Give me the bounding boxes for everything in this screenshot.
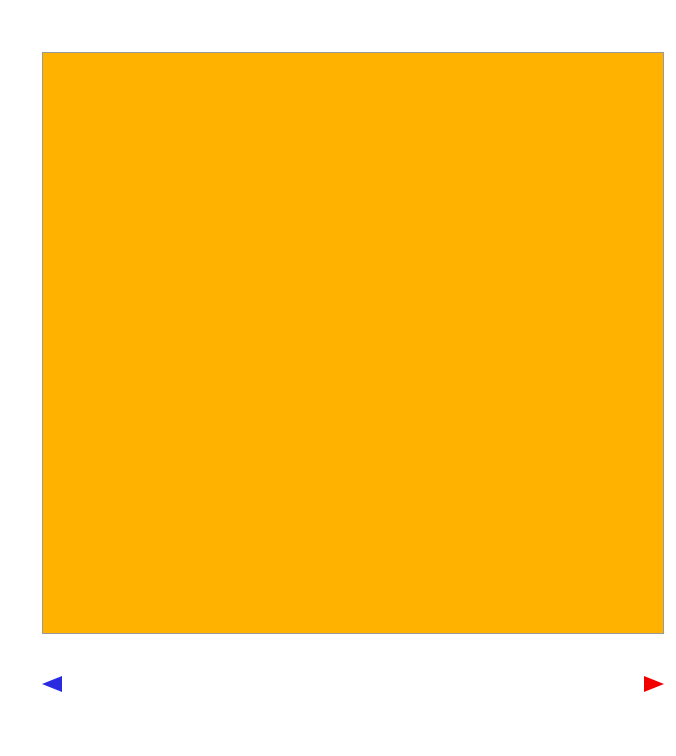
temperature-field (43, 53, 663, 633)
colorbar-tick-labels (62, 693, 644, 709)
colorbar-gradient (62, 676, 644, 693)
colorbar-extend-low (42, 676, 62, 692)
colorbar (42, 662, 664, 708)
colorbar-body[interactable] (42, 676, 664, 693)
map-plot-area[interactable] (42, 52, 664, 634)
colorbar-extend-high (644, 676, 664, 692)
